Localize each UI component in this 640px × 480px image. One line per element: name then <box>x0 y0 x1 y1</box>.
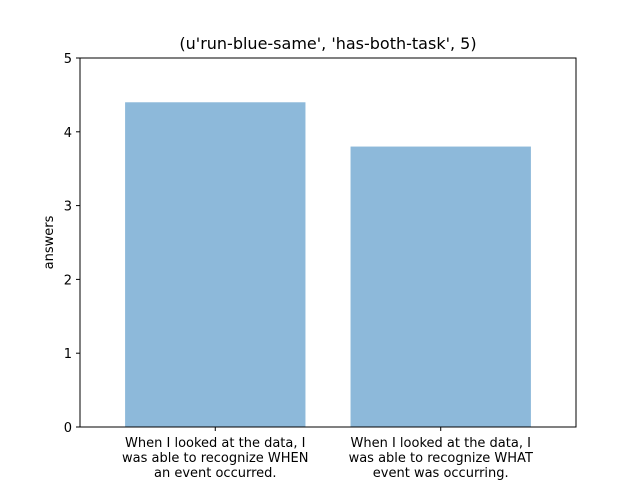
bars-layer <box>125 102 531 427</box>
chart-title: (u'run-blue-same', 'has-both-task', 5) <box>179 34 476 53</box>
y-axis: 0 1 2 3 4 5 <box>64 52 80 436</box>
y-tick-label: 0 <box>64 421 72 436</box>
y-tick-label: 2 <box>64 273 72 288</box>
bar-1 <box>125 102 306 427</box>
y-tick-label: 5 <box>64 52 72 67</box>
y-axis-label: answers <box>42 215 57 269</box>
bar-2 <box>350 146 531 427</box>
plot-frame <box>79 57 577 428</box>
y-tick-label: 1 <box>64 347 72 362</box>
y-tick-label: 4 <box>64 126 72 141</box>
y-tick-label: 3 <box>64 200 72 215</box>
